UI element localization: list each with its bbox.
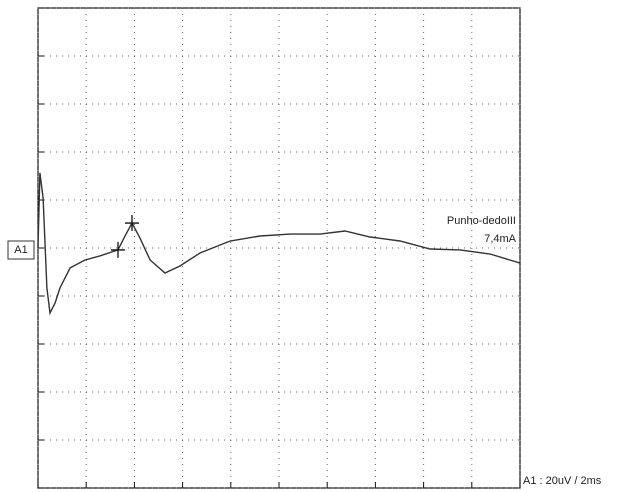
scale-label: A1 : 20uV / 2ms [523, 475, 602, 487]
cursor [111, 241, 126, 258]
trace [37, 172, 521, 316]
trace-label-box [7, 240, 35, 260]
stimulus: 7,4mA [484, 233, 516, 245]
trace-label: A1 [14, 244, 27, 256]
cursor [124, 215, 139, 232]
annotation: Punho-dedoIII [447, 215, 516, 227]
